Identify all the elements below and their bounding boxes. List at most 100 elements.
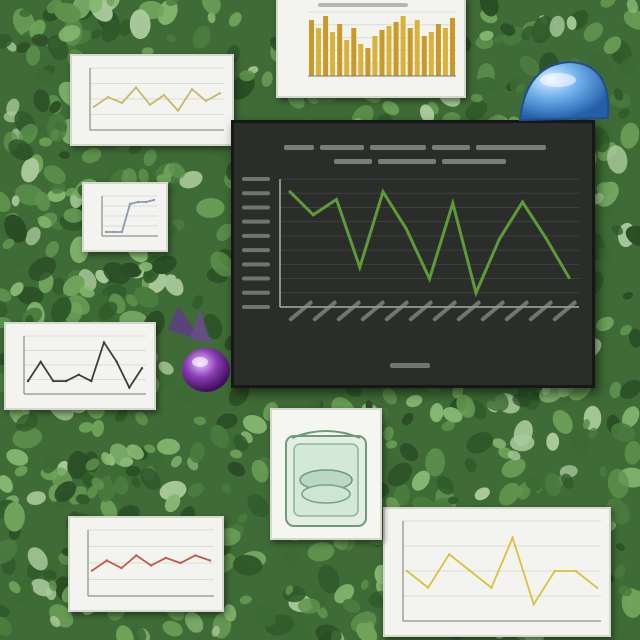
series-point bbox=[179, 561, 182, 565]
line-chart-top-left bbox=[89, 67, 224, 131]
series-point bbox=[381, 190, 385, 194]
x-tick-label bbox=[312, 300, 337, 322]
series-point bbox=[176, 109, 180, 112]
chart-header-scribble bbox=[284, 145, 546, 164]
x-tick-label bbox=[288, 300, 313, 322]
bar bbox=[365, 48, 371, 76]
pot-illustration bbox=[285, 430, 367, 527]
step-chart bbox=[101, 195, 158, 237]
bar bbox=[442, 28, 448, 76]
series-point bbox=[164, 556, 167, 560]
series-point bbox=[64, 379, 68, 383]
pot-illustration-card bbox=[270, 408, 382, 540]
series-point bbox=[128, 386, 131, 389]
series-point bbox=[544, 236, 548, 240]
bar bbox=[316, 28, 321, 76]
bar bbox=[344, 40, 350, 76]
bar bbox=[407, 28, 413, 76]
y-tick-label bbox=[242, 276, 270, 281]
bar bbox=[337, 24, 343, 76]
x-tick-label bbox=[552, 300, 577, 322]
step-chart-card bbox=[82, 182, 168, 252]
table-chart-card bbox=[68, 516, 224, 612]
series-point bbox=[574, 569, 578, 573]
y-tick-label bbox=[242, 262, 270, 267]
bar bbox=[421, 36, 427, 76]
series-point bbox=[335, 198, 338, 201]
y-tick-label bbox=[242, 191, 270, 196]
series-point bbox=[90, 379, 93, 383]
bar bbox=[400, 16, 406, 76]
series-point bbox=[134, 86, 138, 89]
line-chart-bottom-right bbox=[402, 520, 601, 622]
series-point bbox=[448, 553, 451, 556]
series-point bbox=[474, 291, 478, 295]
y-tick-label bbox=[242, 205, 270, 210]
series-point bbox=[405, 569, 409, 573]
series-point bbox=[451, 201, 455, 205]
bar bbox=[393, 22, 399, 76]
series-point bbox=[105, 559, 108, 562]
x-tick-label bbox=[528, 300, 553, 322]
series-point bbox=[120, 230, 124, 234]
x-tick-label bbox=[408, 300, 433, 322]
bar-chart bbox=[308, 3, 456, 77]
series-point bbox=[426, 586, 430, 589]
series-point bbox=[490, 586, 493, 589]
series-point bbox=[39, 360, 42, 363]
series-point bbox=[521, 200, 524, 204]
series-point bbox=[77, 373, 80, 376]
series-point bbox=[288, 190, 292, 194]
series-point bbox=[567, 276, 571, 280]
series-line bbox=[27, 340, 143, 390]
bar bbox=[428, 32, 434, 76]
x-tick-label bbox=[504, 300, 529, 322]
x-tick-label bbox=[456, 300, 481, 322]
table-chart bbox=[87, 529, 214, 597]
bar bbox=[309, 20, 314, 76]
series-point bbox=[208, 559, 212, 562]
x-tick-label bbox=[384, 300, 409, 322]
series-point bbox=[469, 569, 472, 573]
main-chart-board bbox=[231, 120, 595, 388]
blue-orb-decoration bbox=[518, 60, 610, 122]
series-point bbox=[115, 360, 118, 363]
series-point bbox=[140, 367, 144, 370]
series-line bbox=[93, 86, 221, 113]
bar bbox=[372, 36, 378, 76]
series-point bbox=[144, 200, 148, 204]
series-point bbox=[26, 379, 30, 383]
bar bbox=[351, 28, 357, 76]
series-point bbox=[106, 95, 110, 99]
series-point bbox=[204, 99, 208, 103]
bar-chart-card bbox=[276, 0, 466, 98]
line-chart-left bbox=[23, 335, 146, 395]
series-point bbox=[595, 586, 599, 589]
y-tick-label bbox=[242, 233, 270, 238]
series-point bbox=[120, 566, 123, 570]
series-point bbox=[120, 101, 124, 105]
y-tick-label bbox=[242, 290, 270, 295]
series-point bbox=[218, 92, 222, 95]
line-chart-card-bottom-right bbox=[383, 507, 611, 637]
series-point bbox=[104, 230, 108, 234]
series-point bbox=[135, 554, 138, 557]
series-point bbox=[162, 93, 166, 97]
bar bbox=[323, 16, 329, 76]
y-tick-label bbox=[242, 305, 270, 309]
series-point bbox=[149, 564, 153, 567]
bar bbox=[386, 26, 392, 76]
line-chart-card-left bbox=[4, 322, 156, 410]
series-point bbox=[102, 341, 106, 344]
bar bbox=[379, 30, 385, 76]
series-point bbox=[497, 237, 501, 241]
series-point bbox=[112, 230, 116, 234]
bar bbox=[435, 24, 441, 76]
title-scribble bbox=[318, 3, 408, 7]
series-point bbox=[553, 569, 556, 573]
series-point bbox=[90, 569, 94, 572]
y-tick-label bbox=[242, 248, 270, 253]
line-chart-card-top-left bbox=[70, 54, 234, 146]
series-point bbox=[194, 554, 197, 557]
series-point bbox=[190, 88, 194, 91]
